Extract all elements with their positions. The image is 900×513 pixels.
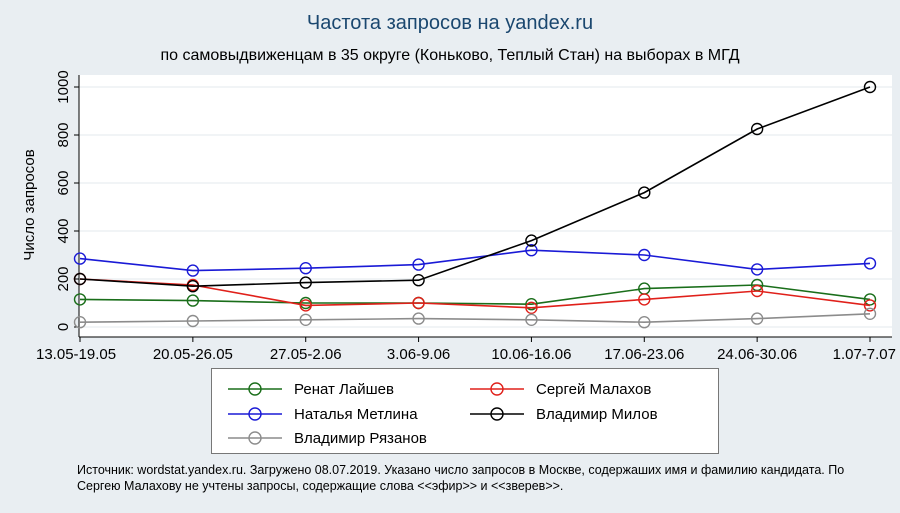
series-line [79, 313, 871, 324]
data-point [525, 301, 538, 314]
series-line [79, 284, 871, 306]
legend: Ренат Лайшев Сергей Малахов Наталья Метлин… [211, 368, 719, 454]
data-point [863, 299, 877, 312]
x-tick-label: 17.06-23.06 [604, 346, 684, 363]
data-point [525, 313, 538, 326]
series-line [79, 278, 871, 309]
data-point [412, 258, 425, 271]
data-point [73, 316, 87, 329]
data-point [863, 80, 877, 94]
data-point [525, 243, 538, 257]
legend-swatch [470, 382, 524, 396]
data-point [638, 316, 651, 329]
data-point [73, 293, 87, 306]
axes: 0 200 400 600 800 1000 13.05-19.05 20.05-26.05 2… [36, 70, 896, 363]
chart-title: Частота запросов на yandex.ru [306, 12, 594, 34]
source-note: Источник: wordstat.yandex.ru. Загружено … [77, 463, 845, 493]
data-point [638, 293, 651, 306]
data-point [412, 274, 425, 287]
data-point [299, 299, 312, 312]
data-point [750, 312, 764, 325]
data-point [750, 122, 764, 136]
x-tick-label: 24.06-30.06 [717, 346, 797, 363]
legend-swatch [228, 407, 282, 421]
legend-item: Наталья Метлина [226, 403, 418, 425]
data-point [412, 296, 425, 310]
data-point [863, 257, 877, 270]
data-point [186, 264, 200, 277]
legend-marker [490, 407, 504, 421]
y-tick-label: 1000 [55, 70, 72, 103]
legend-item: Владимир Рязанов [226, 427, 427, 449]
legend-item: Владимир Милов [468, 403, 658, 425]
x-tick-label: 10.06-16.06 [491, 346, 571, 363]
chart-subtitle: по самовыдвиженцам в 35 округе (Коньково… [160, 47, 740, 64]
legend-swatch [228, 431, 282, 445]
series-line [79, 86, 871, 288]
data-point [863, 307, 877, 320]
data-point [73, 252, 87, 265]
legend-label: Сергей Малахов [536, 380, 652, 398]
data-point [750, 263, 764, 276]
data-point [525, 298, 538, 311]
data-point [299, 276, 312, 289]
legend-marker [248, 407, 262, 421]
data-point [186, 314, 200, 328]
x-tick-label: 1.07-7.07 [833, 346, 896, 363]
legend-label: Владимир Рязанов [294, 429, 427, 447]
series-layer [73, 80, 877, 329]
x-tick-label: 27.05-2.06 [270, 346, 342, 363]
data-point [186, 294, 200, 307]
series-line [79, 249, 871, 272]
y-axis-title: Число запросов [21, 149, 38, 260]
y-tick-label: 0 [55, 323, 72, 331]
y-tick-label: 200 [55, 266, 72, 291]
data-point [73, 272, 87, 286]
data-point [186, 280, 200, 293]
legend-marker [248, 382, 262, 396]
legend-item: Сергей Малахов [468, 378, 651, 400]
y-tick-label: 400 [55, 218, 72, 243]
legend-marker [490, 382, 504, 396]
data-point [750, 284, 764, 298]
data-point [299, 313, 312, 326]
legend-swatch [228, 382, 282, 396]
legend-label: Ренат Лайшев [294, 380, 394, 398]
data-point [525, 234, 538, 247]
legend-item: Ренат Лайшев [226, 378, 394, 400]
y-tick-label: 800 [55, 122, 72, 147]
x-tick-label: 13.05-19.05 [36, 346, 116, 363]
plot-area [79, 75, 892, 337]
x-tick-label: 20.05-26.05 [153, 346, 233, 363]
y-tick-label: 600 [55, 170, 72, 195]
data-point [638, 248, 651, 262]
legend-marker [248, 431, 262, 445]
data-point [412, 312, 425, 325]
legend-swatch [470, 407, 524, 421]
data-point [299, 262, 312, 275]
legend-label: Владимир Милов [536, 405, 658, 423]
legend-label: Наталья Метлина [294, 405, 418, 423]
data-point [638, 186, 651, 199]
x-tick-label: 3.06-9.06 [387, 346, 450, 363]
